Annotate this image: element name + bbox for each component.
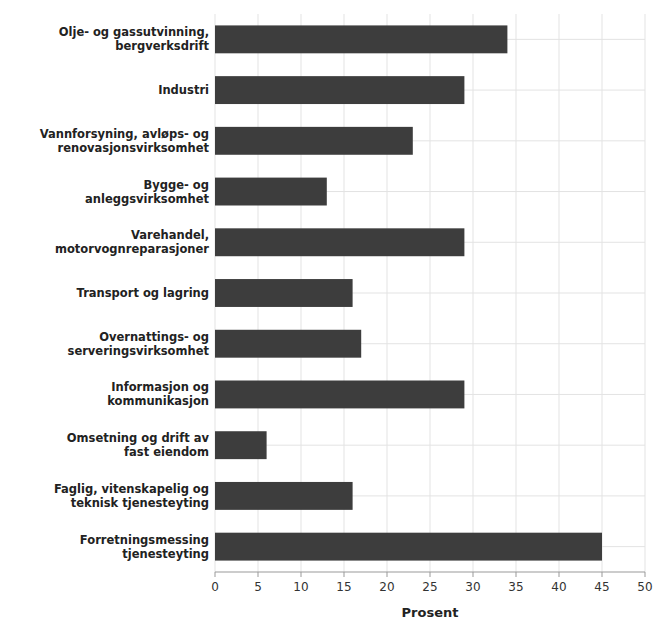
bar: [215, 330, 361, 358]
x-tick: [473, 572, 474, 577]
bar: [215, 127, 413, 155]
label-line: Bygge- og: [144, 177, 209, 191]
x-tick: [344, 572, 345, 577]
x-axis: 0 5 10 15 20 25 30 35 40 45 50: [211, 572, 652, 594]
x-tick: [301, 572, 302, 577]
label-line: serveringsvirksomhet: [68, 343, 210, 357]
x-axis-label: Prosent: [402, 605, 459, 620]
bar: [215, 381, 464, 409]
y-tick-label: Bygge- oganleggsvirksomhet: [85, 177, 209, 205]
bar: [215, 431, 267, 459]
y-tick-label: Transport og lagring: [77, 286, 209, 300]
y-tick-label: Olje- og gassutvinning,bergverksdrift: [59, 25, 210, 53]
y-axis: Forretningsmessingtjenesteyting Faglig, v…: [40, 25, 210, 560]
x-tick: [516, 572, 517, 577]
x-tick-label: 45: [594, 580, 609, 594]
y-tick-label: Varehandel,motorvognreparasjoner: [55, 228, 209, 256]
label-line: teknisk tjenesteyting: [71, 495, 209, 509]
label-line: Varehandel,: [131, 228, 209, 242]
label-line: bergverksdrift: [115, 39, 209, 53]
x-tick-label: 50: [637, 580, 652, 594]
bar: [215, 76, 464, 104]
y-tick-label: Faglig, vitenskapelig ogteknisk tjeneste…: [54, 481, 209, 509]
label-line: motorvognreparasjoner: [55, 242, 209, 256]
bar: [215, 178, 327, 206]
x-tick: [559, 572, 560, 577]
label-line: anleggsvirksomhet: [85, 191, 209, 205]
y-tick-label: Overnattings- ogserveringsvirksomhet: [68, 329, 210, 357]
label-line: Transport og lagring: [77, 286, 209, 300]
bar: [215, 228, 464, 256]
bar: [215, 533, 602, 561]
x-tick-label: 5: [254, 580, 262, 594]
bar: [215, 279, 353, 307]
x-tick: [215, 572, 216, 577]
label-line: Olje- og gassutvinning,: [59, 25, 209, 39]
x-tick: [387, 572, 388, 577]
label-line: tjenesteyting: [122, 546, 209, 560]
y-tick-label: Informasjon ogkommunikasjon: [107, 380, 209, 408]
x-tick: [430, 572, 431, 577]
x-tick-label: 40: [551, 580, 566, 594]
x-tick-label: 25: [422, 580, 437, 594]
x-tick-label: 20: [379, 580, 394, 594]
label-line: Omsetning og drift av: [67, 431, 210, 445]
bars: [215, 25, 602, 560]
y-tick-label: Vannforsyning, avløps- ogrenovasjonsvirk…: [40, 126, 210, 154]
label-line: renovasjonsvirksomhet: [57, 140, 209, 154]
x-tick-label: 15: [336, 580, 351, 594]
bar: [215, 482, 353, 510]
label-line: kommunikasjon: [107, 394, 209, 408]
label-line: Informasjon og: [111, 380, 209, 394]
label-line: Industri: [158, 83, 209, 97]
x-tick-label: 30: [465, 580, 480, 594]
x-tick-label: 0: [211, 580, 219, 594]
x-tick-label: 35: [508, 580, 523, 594]
chart: 0 5 10 15 20 25 30 35 40 45 50 Prosent Forretningsme…: [0, 0, 667, 637]
grid: [215, 14, 645, 572]
y-tick-label: Omsetning og drift avfast eiendom: [67, 431, 210, 459]
y-grid-line: [215, 445, 645, 446]
bar: [215, 25, 507, 53]
label-line: fast eiendom: [124, 445, 209, 459]
x-tick: [645, 572, 646, 577]
label-line: Overnattings- og: [99, 329, 209, 343]
y-tick-label: Industri: [158, 83, 209, 97]
label-line: Forretningsmessing: [80, 532, 209, 546]
label-line: Faglig, vitenskapelig og: [54, 481, 209, 495]
x-tick-label: 10: [293, 580, 308, 594]
label-line: Vannforsyning, avløps- og: [40, 126, 209, 140]
y-tick-label: Forretningsmessingtjenesteyting: [80, 532, 209, 560]
x-tick: [602, 572, 603, 577]
x-tick: [258, 572, 259, 577]
